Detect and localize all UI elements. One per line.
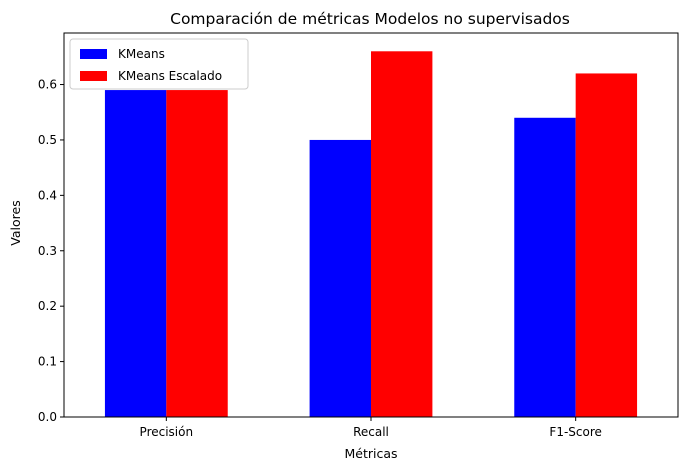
legend-label-1: KMeans Escalado — [118, 69, 222, 83]
legend-swatch-0 — [80, 49, 107, 59]
y-tick-label-0: 0.0 — [38, 410, 57, 424]
x-tick-label-2: F1-Score — [549, 425, 601, 439]
y-tick-label-4: 0.4 — [38, 188, 57, 202]
legend-box — [69, 38, 249, 90]
legend-swatch-1 — [80, 71, 107, 81]
bar-kmeans-0 — [104, 90, 167, 417]
x-tick-label-1: Recall — [353, 425, 389, 439]
y-axis-label: Valores — [8, 200, 23, 245]
bar-kmeans-1 — [309, 139, 371, 417]
y-tick-label-5: 0.5 — [38, 133, 57, 147]
x-tick-label-0: Precisión — [140, 425, 194, 439]
bar-kmeans-escalado-1 — [371, 51, 433, 417]
x-axis-label: Métricas — [344, 446, 397, 461]
bar-kmeans-escalado-0 — [166, 90, 228, 417]
y-tick-label-2: 0.2 — [38, 299, 57, 313]
bar-kmeans-escalado-2 — [575, 73, 638, 417]
legend-label-0: KMeans — [118, 47, 165, 61]
bar-kmeans-2 — [514, 117, 576, 417]
y-tick-label-6: 0.6 — [38, 78, 57, 92]
chart-title: Comparación de métricas Modelos no super… — [170, 10, 570, 28]
y-tick-label-1: 0.1 — [38, 355, 57, 369]
plot-area: 0.0 0.1 0.2 0.3 0.4 0.5 0.6 Precisión Recall F1-S… — [38, 32, 679, 439]
y-tick-label-3: 0.3 — [38, 244, 57, 258]
